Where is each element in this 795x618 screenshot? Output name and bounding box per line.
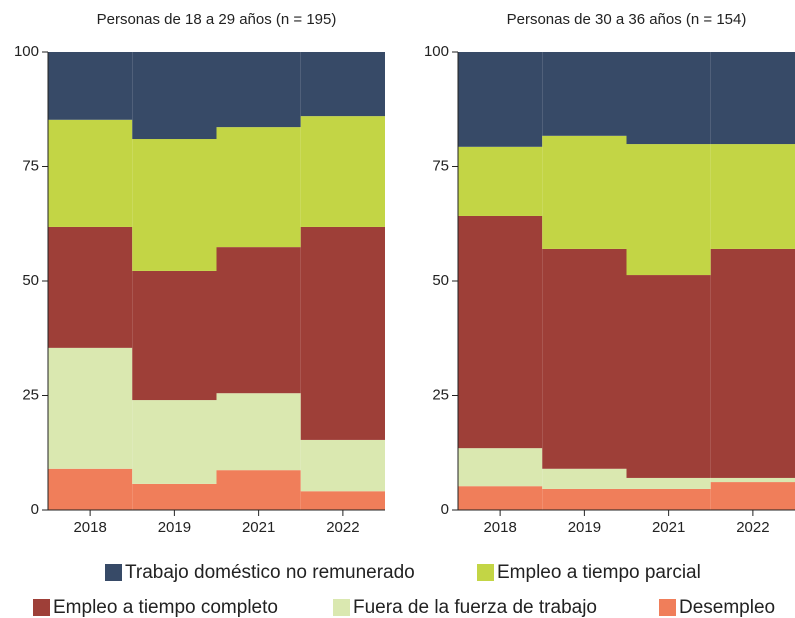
legend-swatch: [33, 599, 50, 616]
y-tick-label: 0: [31, 501, 39, 518]
y-tick-label: 75: [432, 157, 449, 174]
bar-segment: [542, 52, 627, 136]
x-tick-label: 2022: [736, 519, 769, 536]
bar-segment: [132, 270, 217, 401]
x-tick-label: 2022: [326, 519, 359, 536]
x-tick-label: 2021: [242, 519, 275, 536]
bar-segment: [710, 477, 795, 483]
bar-segment: [710, 52, 795, 145]
bar-segment: [458, 215, 543, 449]
legend-swatch: [477, 564, 494, 581]
y-tick-label: 25: [22, 386, 39, 403]
legend-swatch: [333, 599, 350, 616]
y-tick-label: 100: [424, 43, 449, 60]
y-tick-label: 75: [22, 157, 39, 174]
bar-segment: [132, 483, 217, 510]
x-tick-label: 2018: [483, 519, 516, 536]
bar-segment: [216, 470, 301, 510]
bar-segment: [300, 116, 385, 227]
legend-label: Desempleo: [679, 597, 775, 618]
chart-title: Personas de 30 a 36 años (n = 154): [507, 11, 747, 28]
bar-segment: [458, 146, 543, 216]
x-tick-label: 2019: [568, 519, 601, 536]
legend-swatch: [659, 599, 676, 616]
legend-swatch: [105, 564, 122, 581]
bar-segment: [300, 52, 385, 117]
bar-segment: [48, 52, 133, 120]
bar-segment: [458, 52, 543, 147]
bar-segment: [542, 488, 627, 510]
legend-label: Empleo a tiempo parcial: [497, 562, 701, 583]
y-tick-label: 50: [432, 272, 449, 289]
bar-segment: [48, 226, 133, 348]
y-tick-label: 0: [441, 501, 449, 518]
bar-segment: [216, 127, 301, 248]
y-tick-label: 25: [432, 386, 449, 403]
bar-segment: [542, 248, 627, 469]
x-tick-label: 2018: [73, 519, 106, 536]
x-tick-label: 2021: [652, 519, 685, 536]
y-tick-label: 100: [14, 43, 39, 60]
bar-segment: [458, 486, 543, 510]
bar-segment: [626, 488, 711, 510]
bar-segment: [542, 468, 627, 489]
bar-segment: [132, 52, 217, 140]
bar-segment: [48, 119, 133, 227]
bar-segment: [300, 491, 385, 510]
bar-segment: [626, 144, 711, 276]
bar-segment: [216, 393, 301, 471]
bar-segment: [216, 247, 301, 394]
bar-segment: [710, 482, 795, 510]
bar-segment: [710, 144, 795, 249]
bar-segment: [216, 52, 301, 128]
bar-segment: [626, 477, 711, 489]
bar-segment: [48, 468, 133, 510]
bar-segment: [626, 52, 711, 145]
chart-title: Personas de 18 a 29 años (n = 195): [97, 11, 337, 28]
y-tick-label: 50: [22, 272, 39, 289]
bar-segment: [132, 139, 217, 271]
bar-segment: [300, 226, 385, 440]
bar-segment: [48, 347, 133, 469]
legend-label: Trabajo doméstico no remunerado: [125, 562, 415, 583]
legend-label: Fuera de la fuerza de trabajo: [353, 597, 597, 618]
bar-segment: [710, 248, 795, 478]
bar-segment: [132, 400, 217, 484]
bar-segment: [542, 135, 627, 249]
bar-segment: [300, 439, 385, 492]
bar-segment: [458, 448, 543, 487]
legend-label: Empleo a tiempo completo: [53, 597, 278, 618]
x-tick-label: 2019: [158, 519, 191, 536]
bar-segment: [626, 275, 711, 478]
